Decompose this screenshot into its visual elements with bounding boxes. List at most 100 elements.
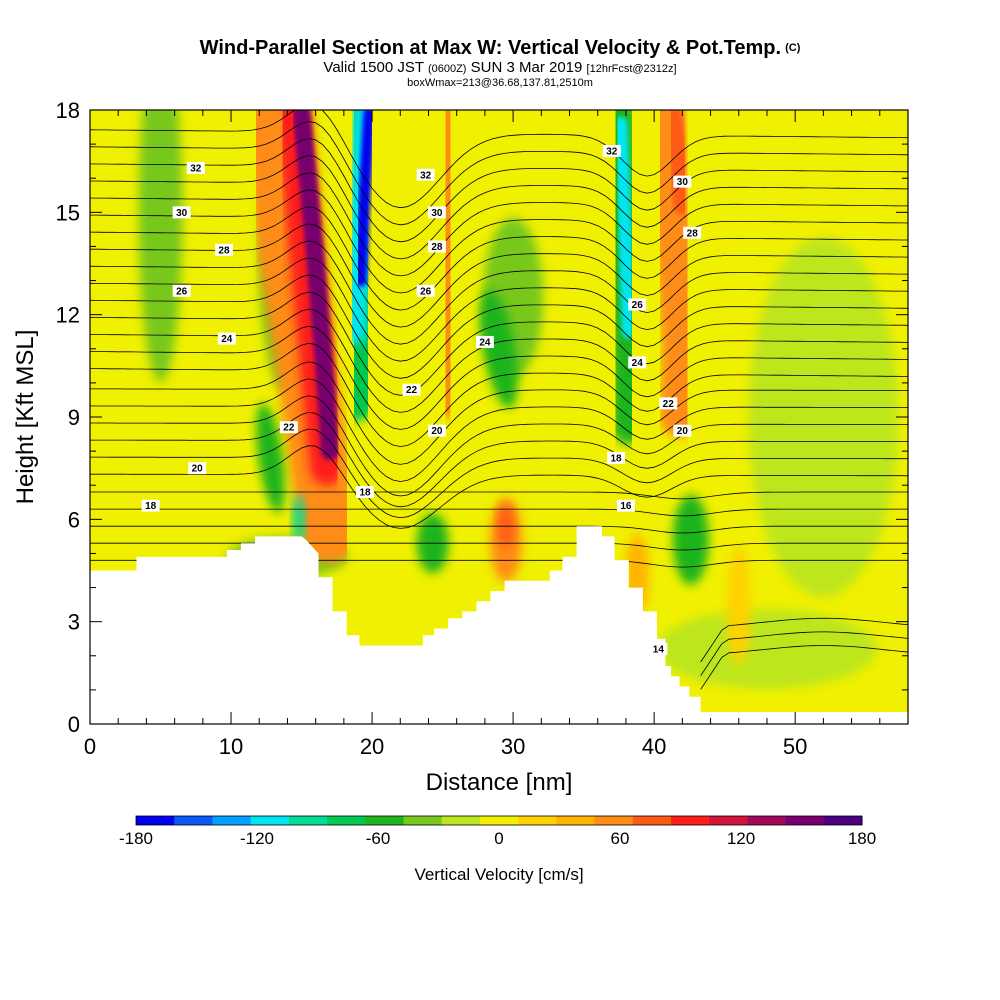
theta-contour-line <box>90 325 908 430</box>
theta-contour-line <box>90 121 908 226</box>
theta-contour-line <box>90 411 908 508</box>
contour-label-text: 20 <box>192 464 204 475</box>
colorbar <box>135 815 863 826</box>
contour-label-text: 16 <box>620 501 632 512</box>
contour-label-text: 26 <box>420 286 432 297</box>
x-tick-label: 20 <box>360 734 384 759</box>
y-tick-label: 0 <box>68 712 80 737</box>
contour-label-text: 24 <box>221 334 233 345</box>
contour-label-text: 26 <box>176 286 188 297</box>
theta-contour-line <box>90 342 908 447</box>
contour-label: 22 <box>279 421 298 434</box>
w-field-cell <box>748 237 899 597</box>
w-field-cell <box>256 403 285 513</box>
contour-label: 30 <box>673 175 692 188</box>
colorbar-segment <box>441 816 481 825</box>
contour-label-text: 30 <box>176 208 188 219</box>
theta-contour-line <box>90 240 908 345</box>
contour-label-text: 28 <box>218 245 230 256</box>
colorbar-segment <box>747 816 787 825</box>
plot-area <box>90 110 908 724</box>
colorbar-segment <box>556 816 596 825</box>
contour-label-text: 22 <box>283 423 295 434</box>
y-tick-label: 15 <box>56 200 80 225</box>
contour-label-bg <box>217 332 236 345</box>
chart-title-tag: (C) <box>785 42 801 54</box>
contour-label: 22 <box>402 383 421 396</box>
contour-label-text: 24 <box>632 358 644 369</box>
colorbar-segment <box>327 816 366 825</box>
contour-label-bg <box>416 284 435 297</box>
contour-label: 16 <box>616 499 635 512</box>
w-field-cell <box>672 494 709 585</box>
contour-label-bg <box>172 206 191 219</box>
colorbar-tick-label: 0 <box>494 829 503 848</box>
title-block: Wind-Parallel Section at Max W: Vertical… <box>0 36 1000 89</box>
terrain-mask <box>90 526 908 724</box>
forecast-tag: [12hrFcst@2312z] <box>586 63 677 75</box>
y-axis-title: Height [Kft MSL] <box>12 330 39 505</box>
theta-contour-line <box>700 617 908 663</box>
colorbar-segment <box>785 816 825 825</box>
contour-label: 24 <box>475 335 494 348</box>
y-tick-label: 18 <box>56 98 80 123</box>
contour-label: 28 <box>683 226 702 239</box>
colorbar-tick-label: 120 <box>727 829 755 848</box>
contour-label-text: 20 <box>431 426 443 437</box>
contour-label-text: 32 <box>606 146 618 157</box>
contour-label-bg <box>427 424 446 437</box>
contour-label-bg <box>214 243 233 256</box>
w-field-band <box>292 110 339 461</box>
w-field-band <box>664 110 692 215</box>
theta-contour-line <box>90 395 908 497</box>
contour-label-text: 32 <box>420 170 432 181</box>
terrain <box>90 526 908 724</box>
contour-label-bg <box>188 462 207 475</box>
y-tick-labels: 0 3 6 9 12 15 18 <box>56 98 80 737</box>
colorbar-tick-label: -60 <box>366 829 391 848</box>
contour-label: 24 <box>628 356 647 369</box>
theta-contour-line <box>90 361 908 465</box>
contour-label-text: 20 <box>677 426 689 437</box>
colorbar-segment <box>136 816 175 825</box>
colorbar-tick-label: 60 <box>611 829 630 848</box>
colorbar-frame <box>135 815 863 826</box>
contour-label: 18 <box>607 451 626 464</box>
colorbar-tick-labels: -180 -120 -60 0 60 120 180 <box>119 829 876 848</box>
theta-contour-line <box>90 525 908 534</box>
theta-contour-line <box>90 206 908 311</box>
contour-label: 18 <box>356 486 375 499</box>
colorbar-segment <box>594 816 634 825</box>
theta-contour-line <box>90 542 908 551</box>
contour-label: 20 <box>673 424 692 437</box>
w-field-cell <box>726 544 751 665</box>
contour-label-bg <box>628 298 647 311</box>
x-tick-label: 30 <box>501 734 525 759</box>
w-field-band <box>613 116 636 339</box>
y-tick-label: 9 <box>68 405 80 430</box>
x-tick-label: 40 <box>642 734 666 759</box>
x-axis-title: Distance [nm] <box>426 769 573 796</box>
contour-label-bg <box>186 161 205 174</box>
contour-label-bg <box>673 424 692 437</box>
contour-label-text: 24 <box>479 337 491 348</box>
contour-label-bg <box>616 499 635 512</box>
contour-label-text: 14 <box>653 644 665 655</box>
chart-title-text: Wind-Parallel Section at Max W: Vertical… <box>199 37 782 59</box>
contour-label-bg <box>356 486 375 499</box>
w-field-cell <box>292 494 305 545</box>
contour-label-text: 22 <box>406 385 418 396</box>
valid-time-utc: (0600Z) <box>427 63 467 75</box>
contour-label-bg <box>141 499 160 512</box>
contour-label-text: 18 <box>359 488 371 499</box>
colorbar-segment <box>632 816 672 825</box>
contour-label: 26 <box>628 298 647 311</box>
contour-label-bg <box>416 168 435 181</box>
colorbar-segment <box>670 816 710 825</box>
contour-label: 24 <box>217 332 236 345</box>
colorbar-segment <box>365 816 404 825</box>
contour-label-text: 30 <box>431 208 443 219</box>
contour-label-bg <box>402 383 421 396</box>
contour-label: 22 <box>659 397 678 410</box>
